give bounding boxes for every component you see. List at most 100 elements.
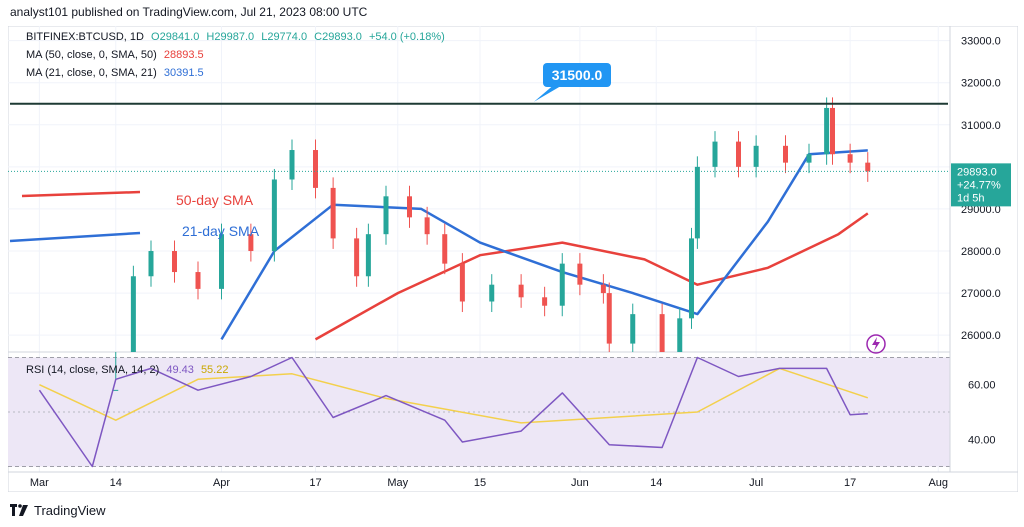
candle-body xyxy=(442,234,448,264)
resistance-label-pointer xyxy=(534,83,566,102)
time-tick-label: Jul xyxy=(749,477,763,489)
sma21-annotation-line xyxy=(9,231,141,243)
time-tick-label: 15 xyxy=(474,477,486,489)
legend-rsi-row: RSI (14, close, SMA, 14, 2) 49.43 55.22 xyxy=(26,364,228,376)
candle-body xyxy=(459,263,465,302)
candle-body xyxy=(677,318,683,352)
candle-body xyxy=(847,154,853,163)
last-price-text: 29893.0 xyxy=(957,166,997,178)
sma21-annotation: 21-day SMA xyxy=(182,223,260,239)
last-change-text: +24.77% xyxy=(957,179,1001,191)
grid xyxy=(8,26,950,472)
time-tick-label: 17 xyxy=(844,477,856,489)
ma21-label: MA (21, close, 0, SMA, 21) xyxy=(26,67,157,79)
candle-body xyxy=(824,107,830,155)
candle-body xyxy=(289,150,295,180)
annotations-layer: 50-day SMA 21-day SMA xyxy=(9,190,260,243)
publish-header: analyst101 published on TradingView.com,… xyxy=(0,0,1024,24)
price-tick-label: 29000.0 xyxy=(961,204,1001,216)
rsi-ma-line xyxy=(39,367,869,424)
candle-body xyxy=(424,217,430,235)
candle-body xyxy=(130,276,136,352)
candle-body xyxy=(712,141,718,167)
time-tick-label: Mar xyxy=(30,477,49,489)
price-tick-label: 27000.0 xyxy=(961,288,1001,300)
price-tick-label: 26000.0 xyxy=(961,330,1001,342)
candle-body xyxy=(219,234,224,289)
resistance-label-box xyxy=(543,63,611,87)
candle-body xyxy=(365,234,371,277)
tradingview-logo-icon xyxy=(10,504,28,516)
candle-body xyxy=(559,263,565,306)
close-value: C29893.0 xyxy=(314,31,362,43)
price-tick-label: 32000.0 xyxy=(961,78,1001,90)
low-value: L29774.0 xyxy=(261,31,308,43)
rsi-tick-label: 40.00 xyxy=(968,434,996,446)
high-value: H29987.0 xyxy=(206,31,255,43)
candle-body xyxy=(694,166,700,239)
rsi-axis: 40.00 60.00 xyxy=(968,380,996,447)
candles-layer xyxy=(113,97,871,391)
candle-body xyxy=(248,234,254,252)
rsi-label: RSI (14, close, SMA, 14, 2) xyxy=(26,364,160,376)
candle-body xyxy=(689,238,694,319)
price-chart[interactable]: 31500.0 50-day SMA 21-day SMA 26000.0 2700… xyxy=(7,25,1019,493)
resistance-label: 31500.0 xyxy=(552,67,603,83)
time-axis: Mar 14 Apr 17 May 15 Jun 14 Jul 17 Aug xyxy=(30,477,948,489)
ma50-layer xyxy=(314,212,869,341)
candle-body xyxy=(659,314,665,352)
footer: TradingView xyxy=(10,500,106,520)
candle-body xyxy=(865,162,871,172)
lightning-bolt-icon xyxy=(872,337,880,351)
time-tick-label: 14 xyxy=(110,477,122,489)
rsi-ma-value: 55.22 xyxy=(200,364,229,376)
candle-timer-text: 1d 5h xyxy=(957,192,985,204)
time-tick-label: 17 xyxy=(309,477,321,489)
price-tick-label: 28000.0 xyxy=(961,246,1001,258)
candle-body xyxy=(518,284,524,298)
ma21-value: 30391.5 xyxy=(163,67,204,79)
legend-ma50-row: MA (50, close, 0, SMA, 50) 28893.5 xyxy=(26,49,204,61)
time-tick-label: Jun xyxy=(571,477,589,489)
resistance-layer: 31500.0 xyxy=(10,63,948,105)
change-value: +54.0 (+0.18%) xyxy=(368,31,445,43)
last-price-box xyxy=(951,163,1011,207)
time-tick-label: May xyxy=(387,477,408,489)
time-tick-label: Apr xyxy=(213,477,230,489)
sma50-annotation-line xyxy=(21,190,141,198)
open-value: O29841.0 xyxy=(151,31,200,43)
candle-body xyxy=(783,145,788,163)
candle-body xyxy=(148,251,154,277)
legend-ma21-row: MA (21, close, 0, SMA, 21) 30391.5 xyxy=(26,67,204,79)
candle-body xyxy=(271,179,277,252)
candle-body xyxy=(407,196,412,218)
candle-body xyxy=(313,150,318,188)
footer-brand: TradingView xyxy=(34,502,106,518)
candle-body xyxy=(753,145,759,167)
candle-body xyxy=(172,251,177,273)
candle-body xyxy=(542,297,548,306)
ma50-line xyxy=(314,212,869,341)
ma50-label: MA (50, close, 0, SMA, 50) xyxy=(26,49,157,61)
candle-body xyxy=(383,196,389,235)
candle-body xyxy=(489,284,495,302)
last-price-badge: 29893.0+24.77%1d 5h xyxy=(8,163,1011,354)
price-axis: 26000.027000.028000.029000.030000.031000… xyxy=(961,36,1001,343)
candle-body xyxy=(606,293,612,344)
candle-body xyxy=(600,284,606,294)
candle-body xyxy=(577,263,583,285)
rsi-line xyxy=(38,356,868,468)
time-tick-label: 14 xyxy=(650,477,662,489)
price-tick-label: 33000.0 xyxy=(961,36,1001,48)
candle-body xyxy=(195,272,201,289)
candle-body xyxy=(113,389,119,391)
candle-body xyxy=(830,107,835,155)
rsi-value: 49.43 xyxy=(166,364,194,376)
price-tick-label: 31000.0 xyxy=(961,120,1001,132)
candle-body xyxy=(736,141,741,167)
symbol-label: BITFINEX:BTCUSD, 1D xyxy=(26,31,144,43)
time-tick-label: Aug xyxy=(928,477,948,489)
lightning-icon xyxy=(866,334,886,354)
rsi-tick-label: 60.00 xyxy=(968,380,996,392)
candle-body xyxy=(354,238,360,277)
